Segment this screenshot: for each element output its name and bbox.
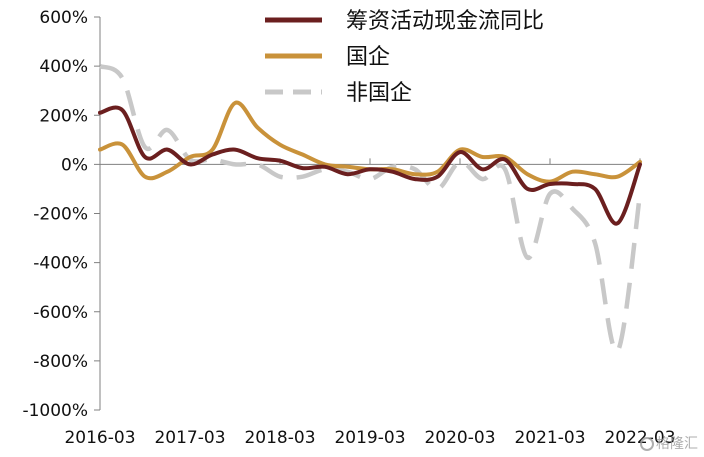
x-axis: 2016-03 2017-03 2018-03 2019-03 2020-03 2021-… <box>64 158 676 448</box>
y-tick-label: -800% <box>33 352 88 372</box>
series-lines <box>98 63 643 354</box>
legend-label: 筹资活动现金流同比 <box>346 9 544 34</box>
y-axis: 600% 400% 200% 0% -200% -400% -600% -800% -1000% <box>22 8 101 421</box>
watermark-text: 格隆汇 <box>656 436 698 452</box>
y-tick-label: 400% <box>39 57 88 77</box>
x-tick-label: 2016-03 <box>64 428 135 448</box>
x-tick-label: 2019-03 <box>334 428 405 448</box>
legend-item-soe: 国企 <box>265 45 390 70</box>
legend-item-total: 筹资活动现金流同比 <box>265 9 544 34</box>
x-tick-label: 2022-03 <box>604 428 675 448</box>
y-tick-label: -200% <box>33 205 88 225</box>
x-tick-label: 2020-03 <box>424 428 495 448</box>
series-line-non-soe <box>98 63 643 354</box>
y-tick-label: 200% <box>39 106 88 126</box>
y-tick-label: 600% <box>39 8 88 28</box>
x-tick-label: 2021-03 <box>514 428 585 448</box>
series-line-total <box>98 105 642 226</box>
y-tick-label: -600% <box>33 303 88 323</box>
x-tick-label: 2017-03 <box>154 428 225 448</box>
legend-label: 非国企 <box>346 81 412 106</box>
watermark: 格隆汇 <box>640 433 698 453</box>
legend-item-non-soe: 非国企 <box>265 81 412 106</box>
x-tick-label: 2018-03 <box>244 428 315 448</box>
legend-label: 国企 <box>346 45 390 70</box>
y-tick-label: 0% <box>61 155 88 175</box>
y-tick-label: -1000% <box>22 401 88 421</box>
watermark-logo-icon <box>640 437 654 451</box>
y-tick-label: -400% <box>33 254 88 274</box>
